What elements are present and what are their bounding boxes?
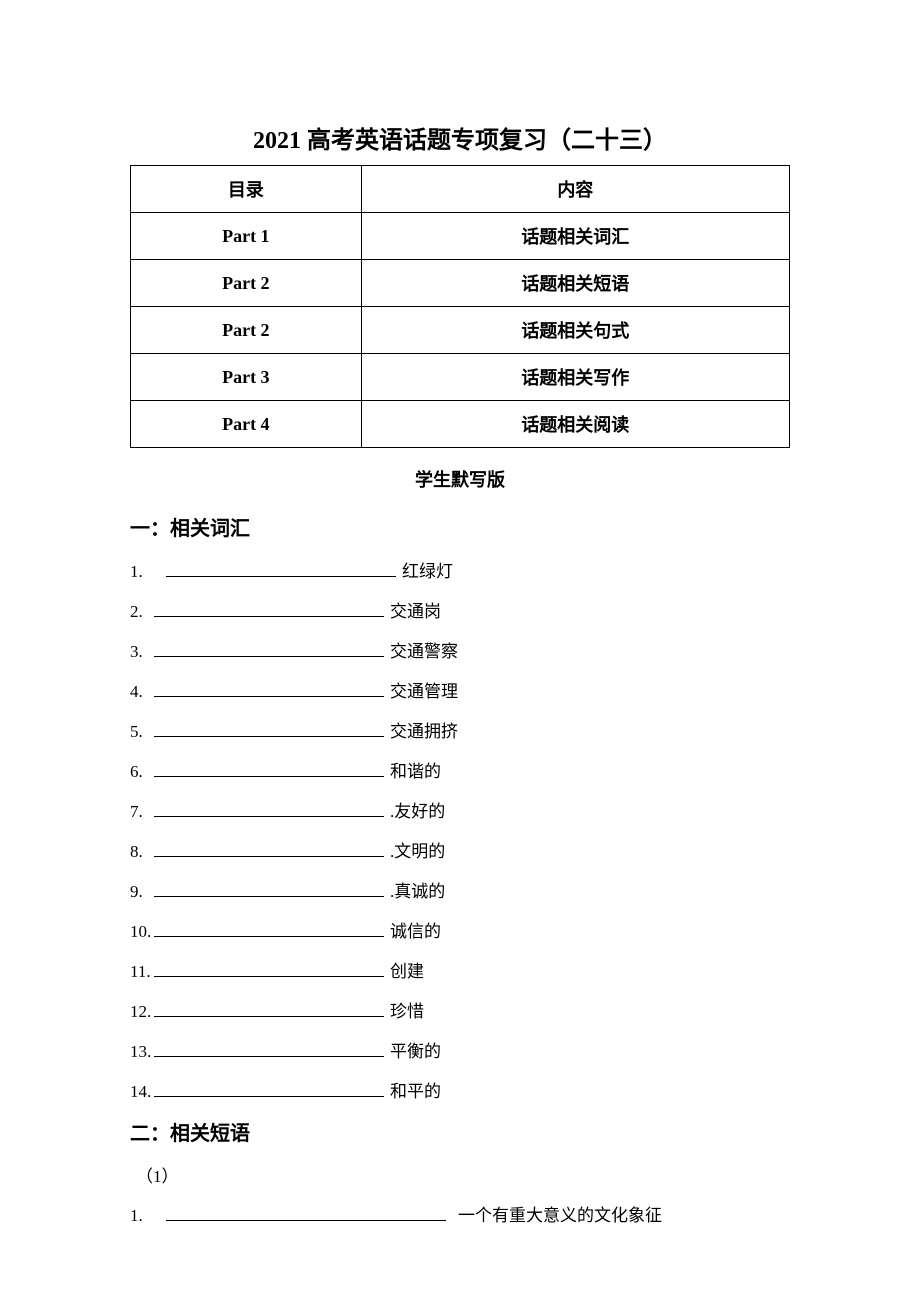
vocab-item: 12. 珍惜 <box>130 997 790 1022</box>
fill-blank <box>154 1096 384 1097</box>
vocab-item: 8. .文明的 <box>130 837 790 862</box>
phrase-item: 1. 一个有重大意义的文化象征 <box>130 1201 790 1226</box>
vocab-item: 14. 和平的 <box>130 1077 790 1102</box>
vocab-item: 9. .真诚的 <box>130 877 790 902</box>
item-number: 1. <box>130 562 154 582</box>
toc-cell: 话题相关短语 <box>361 260 789 307</box>
item-number: 11. <box>130 962 154 982</box>
vocab-item: 6. 和谐的 <box>130 757 790 782</box>
item-number: 13. <box>130 1042 154 1062</box>
fill-blank <box>154 976 384 977</box>
toc-header-row: 目录 内容 <box>131 166 790 213</box>
item-number: 8. <box>130 842 154 862</box>
toc-row: Part 2 话题相关短语 <box>131 260 790 307</box>
item-number: 7. <box>130 802 154 822</box>
toc-row: Part 3 话题相关写作 <box>131 354 790 401</box>
phrase-list: 1. 一个有重大意义的文化象征 <box>130 1201 790 1226</box>
item-text: 诚信的 <box>390 917 441 942</box>
fill-blank <box>154 696 384 697</box>
item-number: 6. <box>130 762 154 782</box>
section1-heading: 一：相关词汇 <box>130 512 790 541</box>
vocab-item: 11. 创建 <box>130 957 790 982</box>
item-text: 交通管理 <box>390 677 458 702</box>
item-number: 10. <box>130 922 154 942</box>
item-text: 交通警察 <box>390 637 458 662</box>
item-text: 创建 <box>390 957 424 982</box>
toc-cell: 话题相关词汇 <box>361 213 789 260</box>
vocab-item: 1. 红绿灯 <box>130 557 790 582</box>
fill-blank <box>154 736 384 737</box>
vocab-item: 5. 交通拥挤 <box>130 717 790 742</box>
toc-row: Part 2 话题相关句式 <box>131 307 790 354</box>
fill-blank <box>154 856 384 857</box>
fill-blank <box>166 1220 446 1221</box>
item-text: .真诚的 <box>390 877 445 902</box>
item-text: .文明的 <box>390 837 445 862</box>
vocab-item: 10. 诚信的 <box>130 917 790 942</box>
vocab-list: 1. 红绿灯 2. 交通岗 3. 交通警察 4. 交通管理 5. 交通拥挤 6. 和谐的 7. .友好的 8… <box>130 557 790 1102</box>
toc-cell: Part 2 <box>222 273 269 293</box>
item-number: 4. <box>130 682 154 702</box>
fill-blank <box>154 896 384 897</box>
item-number: 2. <box>130 602 154 622</box>
fill-blank <box>154 816 384 817</box>
item-number: 3. <box>130 642 154 662</box>
vocab-item: 13. 平衡的 <box>130 1037 790 1062</box>
toc-row: Part 4 话题相关阅读 <box>131 401 790 448</box>
fill-blank <box>154 1056 384 1057</box>
item-text: .友好的 <box>390 797 445 822</box>
item-text: 交通岗 <box>390 597 441 622</box>
toc-table: 目录 内容 Part 1 话题相关词汇 Part 2 话题相关短语 Part 2… <box>130 165 790 448</box>
toc-cell: 话题相关阅读 <box>361 401 789 448</box>
item-number: 14. <box>130 1082 154 1102</box>
subtitle: 学生默写版 <box>130 466 790 492</box>
item-text: 平衡的 <box>390 1037 441 1062</box>
fill-blank <box>154 776 384 777</box>
item-text: 交通拥挤 <box>390 717 458 742</box>
item-text: 珍惜 <box>390 997 424 1022</box>
vocab-item: 2. 交通岗 <box>130 597 790 622</box>
page-title: 2021 高考英语话题专项复习（二十三） <box>130 120 790 155</box>
fill-blank <box>154 616 384 617</box>
vocab-item: 7. .友好的 <box>130 797 790 822</box>
toc-cell: 话题相关句式 <box>361 307 789 354</box>
item-text: 红绿灯 <box>402 557 453 582</box>
toc-row: Part 1 话题相关词汇 <box>131 213 790 260</box>
section2-sub: （1） <box>136 1162 790 1187</box>
section2-heading: 二：相关短语 <box>130 1117 790 1146</box>
item-number: 5. <box>130 722 154 742</box>
vocab-item: 3. 交通警察 <box>130 637 790 662</box>
toc-cell: Part 4 <box>222 414 269 434</box>
toc-cell: Part 1 <box>222 226 269 246</box>
item-number: 12. <box>130 1002 154 1022</box>
fill-blank <box>154 656 384 657</box>
item-text: 一个有重大意义的文化象征 <box>458 1201 662 1226</box>
item-number: 1. <box>130 1206 154 1226</box>
fill-blank <box>166 576 396 577</box>
toc-cell: Part 2 <box>222 320 269 340</box>
toc-cell: Part 3 <box>222 367 269 387</box>
toc-header-right: 内容 <box>361 166 789 213</box>
item-text: 和平的 <box>390 1077 441 1102</box>
item-number: 9. <box>130 882 154 902</box>
toc-header-left: 目录 <box>131 166 362 213</box>
fill-blank <box>154 936 384 937</box>
vocab-item: 4. 交通管理 <box>130 677 790 702</box>
item-text: 和谐的 <box>390 757 441 782</box>
fill-blank <box>154 1016 384 1017</box>
toc-cell: 话题相关写作 <box>361 354 789 401</box>
